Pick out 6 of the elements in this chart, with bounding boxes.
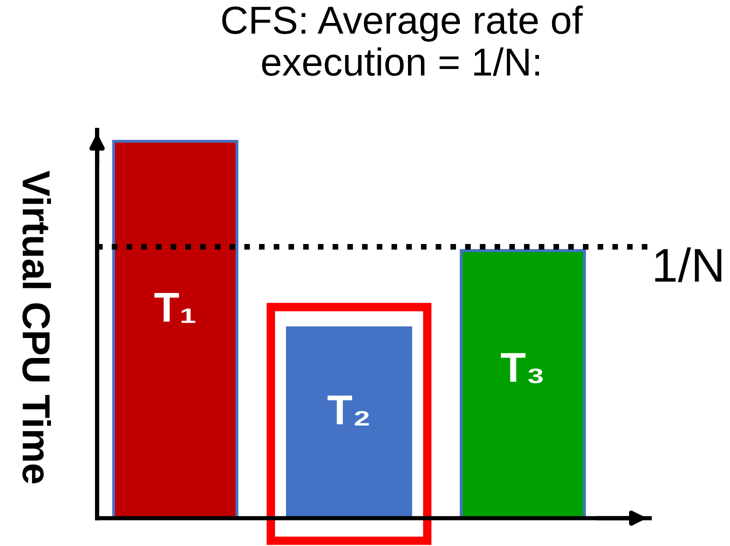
ref-line-label: 1/N [655,247,722,282]
x-tick-label: T₃ [500,353,543,384]
chart-title: CFS: Average rate of execution = 1/N: [222,6,583,76]
x-tick-label: T₁ [154,292,196,323]
x-tick-label: T₂ [328,396,369,426]
y-axis-title: Virtual CPU Time [22,170,51,484]
